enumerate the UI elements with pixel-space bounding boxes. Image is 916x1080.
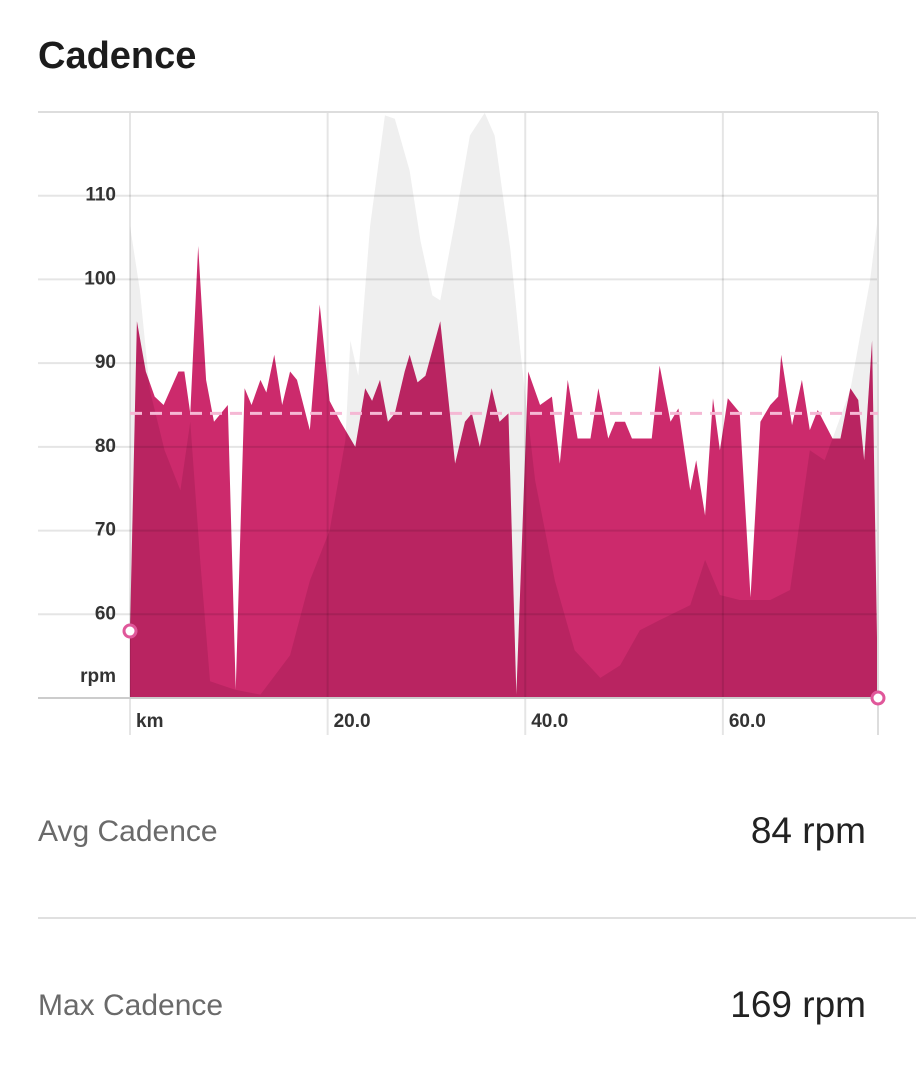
y-tick-label: 100 — [84, 268, 116, 289]
x-tick-label: 60.0 — [729, 711, 766, 732]
stat-label: Avg Cadence — [38, 815, 218, 848]
x-tick-label: 40.0 — [531, 711, 568, 732]
stat-value: 169 rpm — [730, 984, 866, 1025]
stat-value: 84 rpm — [751, 810, 866, 851]
cadence-area — [130, 245, 878, 698]
y-tick-label: 70 — [95, 520, 116, 541]
y-tick-label: 80 — [95, 436, 116, 457]
x-tick-label: 20.0 — [334, 711, 371, 732]
y-tick-label: 90 — [95, 352, 116, 373]
endpoint-marker — [122, 623, 138, 639]
y-axis-label: rpm — [80, 666, 116, 687]
y-tick-label: 60 — [95, 603, 116, 624]
chart-title: Cadence — [38, 35, 196, 77]
y-tick-label: 110 — [85, 185, 116, 206]
x-tick-label: km — [136, 711, 163, 732]
endpoint-marker — [870, 690, 886, 706]
stat-label: Max Cadence — [38, 989, 223, 1022]
background-area — [130, 112, 878, 698]
plot-area — [38, 112, 878, 735]
